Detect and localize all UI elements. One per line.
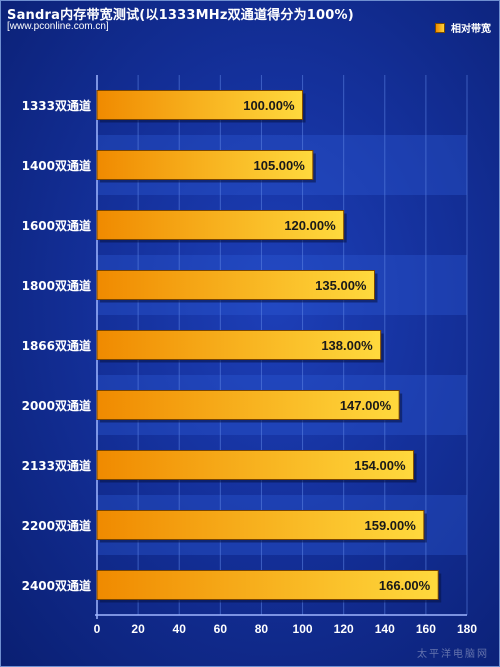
bar — [96, 270, 375, 300]
data-label: 159.00% — [365, 518, 417, 533]
data-label: 166.00% — [379, 578, 431, 593]
x-tick-label: 40 — [173, 622, 187, 636]
bar — [96, 570, 439, 600]
legend: 相对带宽 — [435, 20, 491, 35]
category-label: 1866双通道 — [22, 338, 91, 353]
watermark: 太平洋电脑网 — [417, 649, 489, 660]
x-tick-label: 20 — [131, 622, 145, 636]
data-label: 105.00% — [254, 158, 306, 173]
category-label: 2400双通道 — [22, 578, 91, 593]
x-tick-label: 60 — [214, 622, 228, 636]
bar — [96, 210, 345, 240]
x-tick-label: 80 — [255, 622, 269, 636]
x-tick-label: 160 — [416, 622, 436, 636]
bar — [96, 390, 400, 420]
category-label: 2200双通道 — [22, 518, 91, 533]
legend-swatch — [435, 22, 445, 33]
chart-source: [www.pconline.com.cn] — [7, 21, 109, 32]
x-tick-label: 120 — [334, 622, 354, 636]
category-label: 1400双通道 — [22, 158, 91, 173]
bar — [96, 510, 425, 540]
bar — [96, 90, 304, 120]
data-label: 135.00% — [315, 278, 367, 293]
bar — [96, 450, 415, 480]
x-tick-label: 100 — [293, 622, 313, 636]
chart-title: Sandra内存带宽测试(以1333MHz双通道得分为100%) — [7, 8, 354, 23]
category-label: 1800双通道 — [22, 278, 91, 293]
data-label: 100.00% — [243, 98, 295, 113]
data-label: 154.00% — [354, 458, 406, 473]
data-label: 138.00% — [321, 338, 373, 353]
legend-label: 相对带宽 — [451, 24, 491, 35]
bar — [96, 150, 314, 180]
category-label: 1333双通道 — [22, 98, 91, 113]
x-tick-label: 0 — [94, 622, 101, 636]
data-label: 120.00% — [284, 218, 336, 233]
category-label: 2000双通道 — [22, 398, 91, 413]
data-label: 147.00% — [340, 398, 392, 413]
x-tick-label: 140 — [375, 622, 395, 636]
category-label: 2133双通道 — [22, 458, 91, 473]
category-label: 1600双通道 — [22, 218, 91, 233]
x-tick-label: 180 — [457, 622, 477, 636]
bar — [96, 330, 382, 360]
